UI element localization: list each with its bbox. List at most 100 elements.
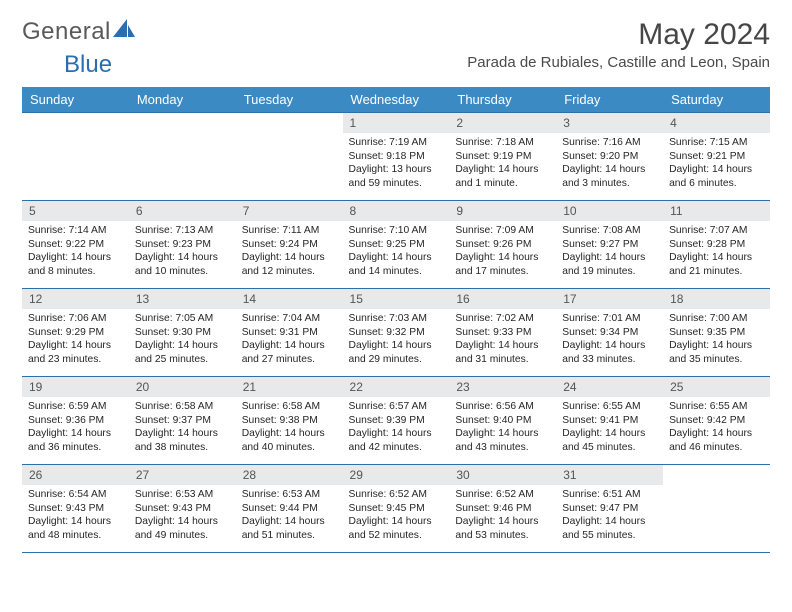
day-details: Sunrise: 6:53 AMSunset: 9:43 PMDaylight:…: [129, 485, 236, 546]
calendar-day-cell: 8Sunrise: 7:10 AMSunset: 9:25 PMDaylight…: [343, 201, 450, 289]
weekday-header: Saturday: [663, 87, 770, 113]
day-details: Sunrise: 6:53 AMSunset: 9:44 PMDaylight:…: [236, 485, 343, 546]
brand-part2: Blue: [64, 51, 112, 78]
calendar-head: SundayMondayTuesdayWednesdayThursdayFrid…: [22, 87, 770, 113]
day-number: 26: [22, 465, 129, 485]
brand-sail-icon: [113, 18, 135, 46]
calendar-day-cell: 5Sunrise: 7:14 AMSunset: 9:22 PMDaylight…: [22, 201, 129, 289]
calendar-day-cell: 11Sunrise: 7:07 AMSunset: 9:28 PMDayligh…: [663, 201, 770, 289]
day-details: Sunrise: 6:52 AMSunset: 9:46 PMDaylight:…: [449, 485, 556, 546]
day-number: 1: [343, 113, 450, 133]
day-number: 4: [663, 113, 770, 133]
day-number: 7: [236, 201, 343, 221]
calendar-page: General May 2024 Parada de Rubiales, Cas…: [0, 0, 792, 553]
calendar-day-cell: 31Sunrise: 6:51 AMSunset: 9:47 PMDayligh…: [556, 465, 663, 553]
day-number: 22: [343, 377, 450, 397]
day-number: 2: [449, 113, 556, 133]
calendar-day-cell: 15Sunrise: 7:03 AMSunset: 9:32 PMDayligh…: [343, 289, 450, 377]
day-number: 6: [129, 201, 236, 221]
calendar-day-cell: 30Sunrise: 6:52 AMSunset: 9:46 PMDayligh…: [449, 465, 556, 553]
calendar-day-cell: 1Sunrise: 7:19 AMSunset: 9:18 PMDaylight…: [343, 113, 450, 201]
calendar-day-cell: ..: [236, 113, 343, 201]
day-number: 3: [556, 113, 663, 133]
day-details: Sunrise: 7:06 AMSunset: 9:29 PMDaylight:…: [22, 309, 129, 370]
day-details: Sunrise: 6:54 AMSunset: 9:43 PMDaylight:…: [22, 485, 129, 546]
location-text: Parada de Rubiales, Castille and Leon, S…: [467, 54, 770, 71]
calendar-week-row: 12Sunrise: 7:06 AMSunset: 9:29 PMDayligh…: [22, 289, 770, 377]
day-details: Sunrise: 7:08 AMSunset: 9:27 PMDaylight:…: [556, 221, 663, 282]
calendar-day-cell: 26Sunrise: 6:54 AMSunset: 9:43 PMDayligh…: [22, 465, 129, 553]
calendar-body: ......1Sunrise: 7:19 AMSunset: 9:18 PMDa…: [22, 113, 770, 553]
day-details: Sunrise: 7:02 AMSunset: 9:33 PMDaylight:…: [449, 309, 556, 370]
day-number: 28: [236, 465, 343, 485]
calendar-day-cell: 25Sunrise: 6:55 AMSunset: 9:42 PMDayligh…: [663, 377, 770, 465]
day-number: 15: [343, 289, 450, 309]
calendar-day-cell: 9Sunrise: 7:09 AMSunset: 9:26 PMDaylight…: [449, 201, 556, 289]
day-details: Sunrise: 6:57 AMSunset: 9:39 PMDaylight:…: [343, 397, 450, 458]
calendar-day-cell: 3Sunrise: 7:16 AMSunset: 9:20 PMDaylight…: [556, 113, 663, 201]
calendar-week-row: ......1Sunrise: 7:19 AMSunset: 9:18 PMDa…: [22, 113, 770, 201]
day-number: 18: [663, 289, 770, 309]
day-number: 23: [449, 377, 556, 397]
calendar-day-cell: 19Sunrise: 6:59 AMSunset: 9:36 PMDayligh…: [22, 377, 129, 465]
calendar-day-cell: 28Sunrise: 6:53 AMSunset: 9:44 PMDayligh…: [236, 465, 343, 553]
day-details: Sunrise: 7:11 AMSunset: 9:24 PMDaylight:…: [236, 221, 343, 282]
day-details: Sunrise: 6:59 AMSunset: 9:36 PMDaylight:…: [22, 397, 129, 458]
calendar-day-cell: ..: [22, 113, 129, 201]
weekday-row: SundayMondayTuesdayWednesdayThursdayFrid…: [22, 87, 770, 113]
calendar-day-cell: ..: [663, 465, 770, 553]
day-details: Sunrise: 7:13 AMSunset: 9:23 PMDaylight:…: [129, 221, 236, 282]
day-details: Sunrise: 6:55 AMSunset: 9:41 PMDaylight:…: [556, 397, 663, 458]
day-number: 17: [556, 289, 663, 309]
day-number: 19: [22, 377, 129, 397]
calendar-day-cell: 2Sunrise: 7:18 AMSunset: 9:19 PMDaylight…: [449, 113, 556, 201]
day-number: 11: [663, 201, 770, 221]
weekday-header: Friday: [556, 87, 663, 113]
weekday-header: Thursday: [449, 87, 556, 113]
day-number: 25: [663, 377, 770, 397]
day-number: 21: [236, 377, 343, 397]
day-details: Sunrise: 7:09 AMSunset: 9:26 PMDaylight:…: [449, 221, 556, 282]
calendar-day-cell: 22Sunrise: 6:57 AMSunset: 9:39 PMDayligh…: [343, 377, 450, 465]
day-details: Sunrise: 7:10 AMSunset: 9:25 PMDaylight:…: [343, 221, 450, 282]
day-details: Sunrise: 7:03 AMSunset: 9:32 PMDaylight:…: [343, 309, 450, 370]
brand-part1: General: [22, 18, 111, 46]
calendar-day-cell: 10Sunrise: 7:08 AMSunset: 9:27 PMDayligh…: [556, 201, 663, 289]
calendar-day-cell: 16Sunrise: 7:02 AMSunset: 9:33 PMDayligh…: [449, 289, 556, 377]
calendar-day-cell: 21Sunrise: 6:58 AMSunset: 9:38 PMDayligh…: [236, 377, 343, 465]
day-number: 24: [556, 377, 663, 397]
calendar-week-row: 5Sunrise: 7:14 AMSunset: 9:22 PMDaylight…: [22, 201, 770, 289]
day-details: Sunrise: 6:58 AMSunset: 9:38 PMDaylight:…: [236, 397, 343, 458]
day-details: Sunrise: 6:56 AMSunset: 9:40 PMDaylight:…: [449, 397, 556, 458]
day-number: 14: [236, 289, 343, 309]
day-number: 10: [556, 201, 663, 221]
weekday-header: Monday: [129, 87, 236, 113]
day-details: Sunrise: 7:00 AMSunset: 9:35 PMDaylight:…: [663, 309, 770, 370]
month-title: May 2024: [467, 18, 770, 52]
day-number: 16: [449, 289, 556, 309]
day-details: Sunrise: 7:16 AMSunset: 9:20 PMDaylight:…: [556, 133, 663, 194]
day-number: 31: [556, 465, 663, 485]
day-details: Sunrise: 7:18 AMSunset: 9:19 PMDaylight:…: [449, 133, 556, 194]
weekday-header: Sunday: [22, 87, 129, 113]
calendar-day-cell: 13Sunrise: 7:05 AMSunset: 9:30 PMDayligh…: [129, 289, 236, 377]
day-number: 12: [22, 289, 129, 309]
calendar-day-cell: 17Sunrise: 7:01 AMSunset: 9:34 PMDayligh…: [556, 289, 663, 377]
calendar-day-cell: 12Sunrise: 7:06 AMSunset: 9:29 PMDayligh…: [22, 289, 129, 377]
day-details: Sunrise: 7:15 AMSunset: 9:21 PMDaylight:…: [663, 133, 770, 194]
day-number: 20: [129, 377, 236, 397]
day-number: 13: [129, 289, 236, 309]
day-number: 29: [343, 465, 450, 485]
calendar-day-cell: ..: [129, 113, 236, 201]
calendar-week-row: 19Sunrise: 6:59 AMSunset: 9:36 PMDayligh…: [22, 377, 770, 465]
calendar-day-cell: 6Sunrise: 7:13 AMSunset: 9:23 PMDaylight…: [129, 201, 236, 289]
calendar-day-cell: 27Sunrise: 6:53 AMSunset: 9:43 PMDayligh…: [129, 465, 236, 553]
day-number: 5: [22, 201, 129, 221]
calendar-day-cell: 7Sunrise: 7:11 AMSunset: 9:24 PMDaylight…: [236, 201, 343, 289]
calendar-day-cell: 23Sunrise: 6:56 AMSunset: 9:40 PMDayligh…: [449, 377, 556, 465]
day-details: Sunrise: 7:01 AMSunset: 9:34 PMDaylight:…: [556, 309, 663, 370]
calendar-day-cell: 4Sunrise: 7:15 AMSunset: 9:21 PMDaylight…: [663, 113, 770, 201]
day-details: Sunrise: 7:07 AMSunset: 9:28 PMDaylight:…: [663, 221, 770, 282]
calendar-day-cell: 20Sunrise: 6:58 AMSunset: 9:37 PMDayligh…: [129, 377, 236, 465]
day-details: Sunrise: 6:51 AMSunset: 9:47 PMDaylight:…: [556, 485, 663, 546]
